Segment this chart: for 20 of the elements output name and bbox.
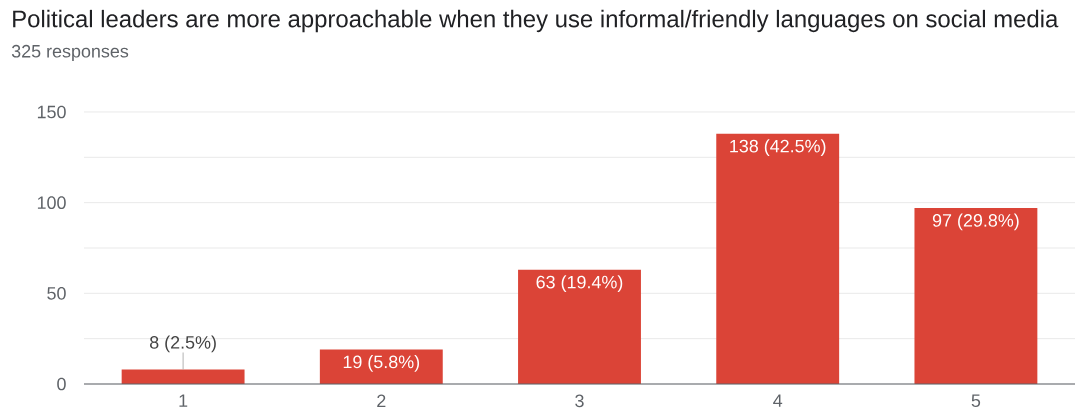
bar [716, 133, 840, 384]
bar [914, 208, 1038, 384]
x-tick-label: 2 [377, 394, 386, 408]
chart-title: Political leaders are more approachable when they use informal/friendly languages on social media [13, 9, 1059, 33]
data-label: 63 (19.4%) [536, 275, 623, 292]
bar [518, 269, 641, 384]
y-tick-label: 100 [37, 196, 66, 210]
x-tick-label: 3 [575, 394, 584, 408]
x-tick-label: 5 [971, 394, 981, 408]
x-tick-label: 1 [179, 394, 188, 407]
y-tick-label: 0 [57, 377, 66, 391]
data-label: 8 (2.5%) [150, 335, 216, 353]
chart-subtitle: 325 responses [11, 44, 129, 62]
data-label: 97 (29.8%) [932, 213, 1019, 231]
data-label: 19 (5.8%) [343, 355, 420, 372]
x-tick-label: 4 [773, 394, 783, 407]
data-label: 138 (42.5%) [730, 139, 826, 156]
y-tick-label: 150 [37, 105, 66, 119]
bar [121, 369, 245, 384]
y-tick-label: 50 [47, 286, 66, 300]
